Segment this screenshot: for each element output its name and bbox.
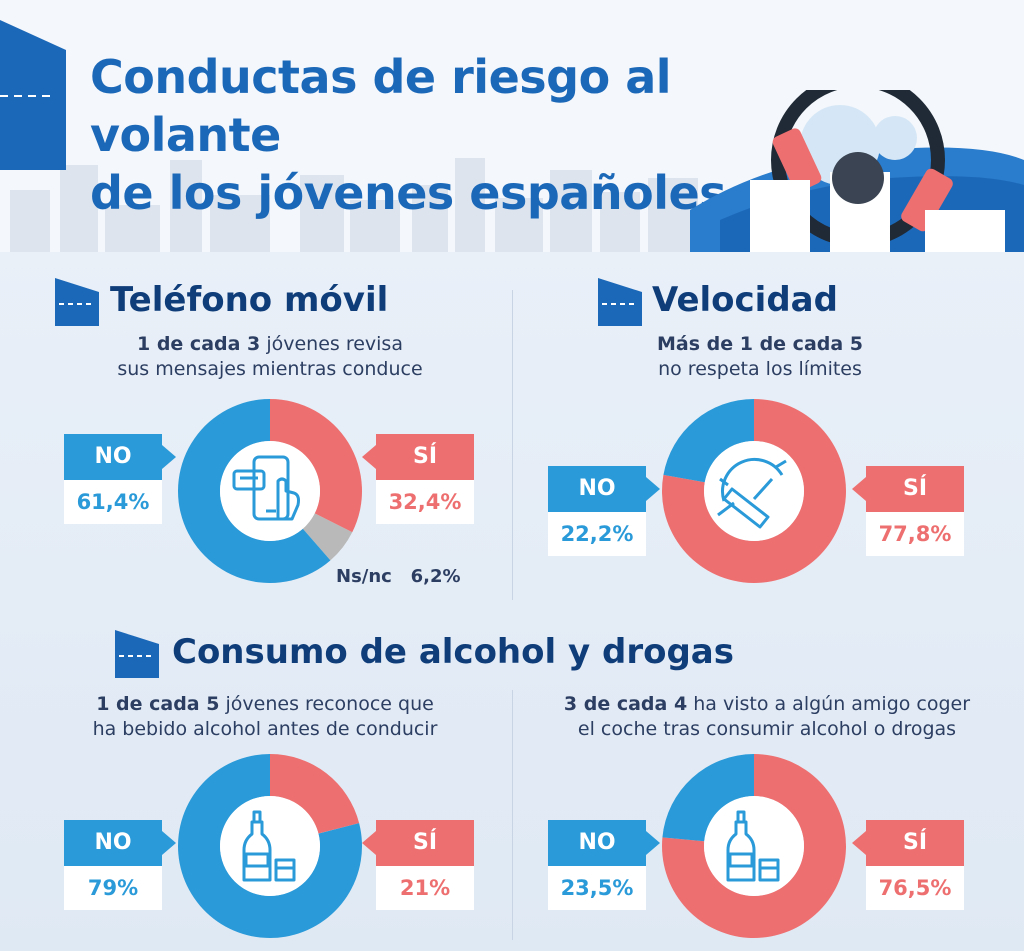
label-no: NO [64, 820, 162, 866]
subtitle-movil-line2: sus mensajes mientras conduce [117, 358, 423, 380]
subtitle-alcohol-right: 3 de cada 4 ha visto a algún amigo coger… [522, 692, 1012, 742]
value-no: 61,4% [64, 480, 162, 524]
donut-chart-velocidad [662, 399, 846, 583]
steering-wheel-illustration [690, 90, 1024, 252]
subtitle-alcohol-left: 1 de cada 5 jóvenes reconoce que ha bebi… [30, 692, 500, 742]
page-title-line1: Conductas de riesgo al volante [90, 50, 672, 162]
subtitle-alcohol-left-line2: ha bebido alcohol antes de conducir [92, 718, 438, 740]
donut-slice-si [270, 754, 360, 834]
subtitle-velocidad: Más de 1 de cada 5 no respeta los límite… [530, 332, 990, 382]
value-si: 32,4% [376, 480, 474, 524]
value-no: 22,2% [548, 512, 646, 556]
label-arrow [646, 477, 660, 501]
nsnc-value: 6,2% [410, 566, 461, 587]
subtitle-movil-rest: jóvenes revisa [260, 333, 403, 355]
label-arrow [162, 445, 176, 469]
section-flag-icon [55, 278, 99, 326]
section-title-movil: Teléfono móvil [110, 280, 389, 320]
label-si: SÍ [866, 466, 964, 512]
donut-slice-no [662, 754, 754, 842]
label-arrow [852, 477, 866, 501]
title-flag-icon [0, 20, 66, 170]
bottle-glass-icon [242, 810, 296, 882]
column-divider [512, 290, 513, 600]
donut-center [704, 441, 804, 541]
section-flag-icon [115, 630, 159, 678]
subtitle-movil: 1 de cada 3 jóvenes revisa sus mensajes … [40, 332, 500, 382]
label-no: NO [64, 434, 162, 480]
phone-chat-icon [232, 455, 300, 521]
value-si: 21% [376, 866, 474, 910]
speedometer-icon [717, 457, 787, 529]
label-si: SÍ [376, 434, 474, 480]
subtitle-velocidad-bold: Más de 1 de cada 5 [656, 333, 864, 355]
label-arrow [162, 831, 176, 855]
page-title: Conductas de riesgo al volante de los jó… [90, 48, 790, 222]
subtitle-alcohol-right-line2: el coche tras consumir alcohol o drogas [577, 718, 957, 740]
donut-center [220, 441, 320, 541]
donut-chart-movil [178, 399, 362, 583]
value-si: 77,8% [866, 512, 964, 556]
bottle-glass-icon [726, 810, 780, 882]
subtitle-alcohol-left-rest: jóvenes reconoce que [219, 693, 434, 715]
column-divider [512, 690, 513, 940]
city-skyline-decoration [10, 158, 698, 252]
donut-chart-alcohol-left [177, 754, 362, 938]
label-arrow [362, 445, 376, 469]
value-no: 79% [64, 866, 162, 910]
donut-slice-si [270, 399, 362, 533]
label-no: NO [548, 466, 646, 512]
donut-slice-si [662, 399, 846, 583]
donut-slice-no [663, 399, 754, 483]
label-si: SÍ [376, 820, 474, 866]
label-arrow [646, 831, 660, 855]
subtitle-movil-bold: 1 de cada 3 [137, 333, 261, 355]
donut-chart-alcohol-right [662, 754, 846, 938]
subtitle-velocidad-line2: no respeta los límites [658, 358, 862, 380]
donut-slice-nsnc [302, 513, 353, 561]
subtitle-alcohol-left-bold: 1 de cada 5 [96, 693, 220, 715]
subtitle-alcohol-right-bold: 3 de cada 4 [563, 693, 688, 715]
page-title-line2: de los jóvenes españoles [90, 166, 727, 220]
section-title-alcohol: Consumo de alcohol y drogas [172, 632, 734, 672]
section-flag-icon [598, 278, 642, 326]
label-si: SÍ [866, 820, 964, 866]
value-no: 23,5% [548, 866, 646, 910]
label-no: NO [548, 820, 646, 866]
label-arrow [362, 831, 376, 855]
section-title-velocidad: Velocidad [652, 280, 838, 320]
label-arrow [852, 831, 866, 855]
subtitle-alcohol-right-rest: ha visto a algún amigo coger [687, 693, 971, 715]
donut-slice-si [662, 754, 846, 938]
value-si: 76,5% [866, 866, 964, 910]
donut-slice-no [178, 399, 331, 583]
label-nsnc: Ns/nc 6,2% [336, 566, 461, 587]
donut-slice-no [177, 754, 362, 938]
nsnc-text: Ns/nc [336, 566, 392, 587]
